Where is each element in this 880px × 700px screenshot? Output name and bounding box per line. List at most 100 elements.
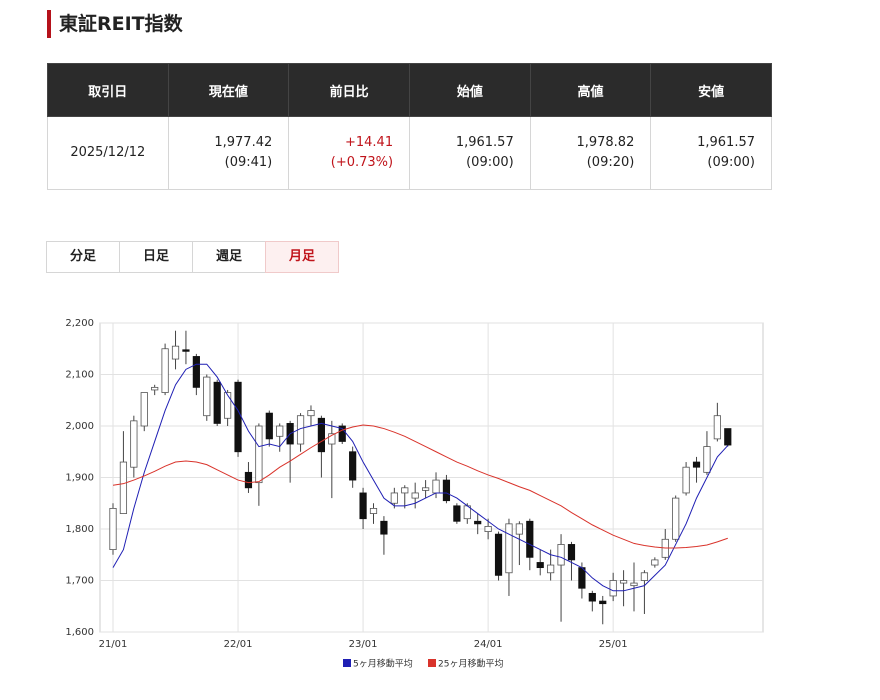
- chart: 1,600 1,700 1,800 1,900 2,000 2,100 2,200 21/01…: [65, 318, 764, 670]
- candle-body: [505, 523, 513, 574]
- tab[interactable]: 月足: [265, 241, 339, 273]
- cell: 1,961.57 (09:00): [650, 116, 772, 190]
- candle-body: [276, 425, 284, 437]
- candle-body: [411, 492, 419, 499]
- candle-body: [224, 392, 232, 419]
- page-title: 東証REIT指数: [47, 10, 183, 38]
- candle-body: [536, 562, 544, 569]
- legend-swatch: [428, 659, 436, 667]
- candle-body: [640, 572, 649, 581]
- candle-body: [182, 349, 190, 352]
- x-tick-label: 21/01: [99, 639, 128, 650]
- ma-line: [112, 363, 729, 592]
- legend-swatch: [343, 659, 351, 667]
- candle-body: [244, 471, 253, 489]
- cell: 1,961.57 (09:00): [409, 116, 531, 190]
- candle-body: [432, 479, 440, 494]
- cell-value: 1,961.57: [455, 135, 514, 150]
- candle-body: [484, 526, 492, 532]
- candle-body: [599, 600, 607, 605]
- candle-body: [651, 559, 659, 566]
- cell: 2025/12/12: [47, 116, 169, 190]
- candle-body: [453, 505, 461, 522]
- candle-body: [682, 466, 690, 494]
- candle-body: [494, 533, 503, 576]
- cell: +14.41 (+0.73%): [288, 116, 411, 190]
- candle-body: [109, 507, 117, 550]
- candle-body: [369, 507, 378, 514]
- column-header: 現在値: [167, 63, 290, 117]
- candle-body: [421, 487, 430, 491]
- candle-body: [401, 487, 409, 494]
- candle-body: [515, 523, 523, 535]
- candle-body: [547, 564, 555, 574]
- candle-body: [588, 592, 596, 602]
- candle-body: [692, 461, 701, 468]
- candle-body: [265, 412, 273, 440]
- legend-label: 25ヶ月移動平均: [438, 658, 503, 670]
- cell: 1,977.42 (09:41): [167, 116, 290, 190]
- column-header: 前日比: [288, 63, 411, 117]
- candle-body: [609, 580, 617, 597]
- candle-body: [130, 420, 138, 468]
- candle-body: [234, 381, 242, 453]
- candle-body: [703, 446, 711, 473]
- y-tick-label: 2,200: [65, 318, 94, 329]
- cell-value: 1,961.57: [697, 135, 755, 150]
- candle-body: [630, 582, 638, 587]
- candle-body: [255, 425, 263, 484]
- y-tick-label: 1,800: [65, 524, 94, 535]
- candle-body: [213, 381, 221, 424]
- tab[interactable]: 分足: [46, 241, 120, 273]
- x-tick-label: 24/01: [474, 639, 503, 650]
- candle-body: [307, 410, 315, 417]
- tab[interactable]: 日足: [119, 241, 193, 273]
- cell-value: 1,977.42: [214, 135, 273, 150]
- candle-body: [317, 417, 326, 453]
- column-header: 安値: [650, 63, 772, 117]
- x-tick-label: 22/01: [224, 639, 253, 650]
- tab[interactable]: 週足: [192, 241, 266, 273]
- candle-body: [171, 345, 180, 360]
- candle-body: [724, 428, 732, 446]
- candle-body: [151, 386, 159, 391]
- tabs: 分足 日足 週足 月足: [46, 241, 339, 273]
- candle-body: [526, 520, 534, 558]
- cell-time: (09:00): [707, 155, 755, 170]
- candle-body: [359, 492, 367, 520]
- candle-body: [349, 451, 357, 481]
- candle-body: [578, 567, 586, 589]
- candle-body: [140, 392, 148, 427]
- candle-body: [338, 425, 346, 442]
- candle-body: [390, 492, 398, 504]
- y-tick-label: 2,100: [65, 370, 94, 381]
- candle-body: [161, 348, 169, 393]
- legend-label: 5ヶ月移動平均: [353, 658, 413, 670]
- candle-body: [380, 520, 388, 535]
- candle-body: [713, 415, 721, 440]
- cell-value: +14.41: [344, 135, 394, 150]
- column-header: 始値: [409, 63, 531, 117]
- x-tick-label: 25/01: [599, 639, 628, 650]
- candle-body: [442, 479, 451, 502]
- quote-table: 取引日 現在値 前日比 始値 高値 安値 2025/12/12 1,977.42 (09:41)…: [47, 63, 772, 190]
- cell-time: (09:00): [466, 155, 514, 170]
- cell-time: (09:41): [224, 155, 273, 170]
- candle-body: [203, 376, 211, 417]
- candle-body: [619, 580, 628, 584]
- candle-body: [567, 544, 576, 561]
- candle-body: [192, 356, 200, 388]
- y-tick-label: 2,000: [65, 421, 94, 432]
- cell-time: (+0.73%): [330, 155, 394, 170]
- candle-body: [557, 544, 565, 566]
- candle-body: [119, 461, 128, 514]
- cell: 1,978.82 (09:20): [529, 116, 652, 190]
- column-header: 取引日: [47, 63, 169, 117]
- candle-body: [474, 520, 482, 525]
- candle-body: [672, 497, 680, 540]
- x-tick-label: 23/01: [349, 639, 378, 650]
- y-tick-label: 1,900: [65, 473, 94, 484]
- y-tick-label: 1,700: [65, 576, 94, 587]
- column-header: 高値: [529, 63, 652, 117]
